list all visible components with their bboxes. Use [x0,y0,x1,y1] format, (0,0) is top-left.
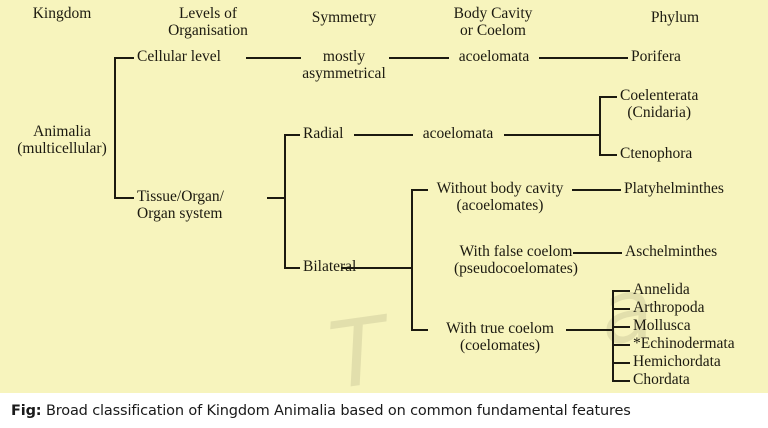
diagram-panel: T a [0,0,768,393]
node-without-body-cavity: Without body cavity (acoelomates) [436,180,564,214]
column-header-kingdom-label: Kingdom [32,5,92,22]
node-with-true-coelom-line1: With true coelom [446,320,554,337]
connector-lines [114,57,630,382]
node-phylum-arthropoda: Arthropoda [633,299,705,317]
node-cellular-level: Cellular level [137,48,221,66]
node-animalia-line2: (multicellular) [17,139,107,157]
node-acoelomata-porifera: acoelomata [458,48,530,66]
node-without-body-cavity-line2: (acoelomates) [456,196,544,214]
node-phylum-mollusca-label: Mollusca [633,317,691,334]
node-bilateral-label: Bilateral [303,258,357,275]
column-header-kingdom: Kingdom [32,5,92,23]
node-tissue-organ-line2: Organ system [137,204,223,222]
node-phylum-coelenterata: Coelenterata (Cnidaria) [620,87,699,121]
node-bilateral: Bilateral [303,258,357,276]
column-header-levels: Levels of Organisation [168,5,248,39]
node-mostly-asymmetrical-line2: asymmetrical [302,64,386,82]
node-phylum-ctenophora: Ctenophora [620,145,693,163]
node-phylum-arthropoda-label: Arthropoda [633,299,705,316]
node-animalia: Animalia (multicellular) [17,123,107,157]
node-with-false-coelom: With false coelom (pseudocoelomates) [454,243,578,277]
column-header-body-cavity-line1: Body Cavity [453,5,533,22]
node-with-false-coelom-line2: (pseudocoelomates) [454,259,578,277]
caption-bar: Fig: Broad classification of Kingdom Ani… [0,393,768,428]
node-mostly-asymmetrical-line1: mostly [322,48,366,65]
node-phylum-coelenterata-line2: (Cnidaria) [627,103,692,121]
node-phylum-annelida-label: Annelida [633,281,690,298]
node-phylum-aschelminthes-label: Aschelminthes [625,243,718,260]
column-header-phylum-label: Phylum [650,9,700,26]
node-without-body-cavity-line1: Without body cavity [436,180,564,197]
node-phylum-chordata: Chordata [633,371,690,389]
node-phylum-hemichordata: Hemichordata [633,353,721,371]
column-header-levels-line1: Levels of [178,5,238,22]
node-phylum-platyhelminthes-label: Platyhelminthes [624,180,724,197]
node-cellular-level-label: Cellular level [137,48,221,65]
figure-caption-text: Broad classification of Kingdom Animalia… [45,402,631,419]
node-phylum-annelida: Annelida [633,281,690,299]
column-header-levels-line2: Organisation [168,21,248,39]
node-phylum-echinodermata-label: *Echinodermata [633,335,735,352]
node-phylum-mollusca: Mollusca [633,317,691,335]
node-phylum-aschelminthes: Aschelminthes [625,243,718,261]
node-acoelomata-radial-label: acoelomata [422,125,494,142]
node-phylum-platyhelminthes: Platyhelminthes [624,180,724,198]
figure-caption: Fig: Broad classification of Kingdom Ani… [0,403,631,419]
node-tissue-organ-system: Tissue/Organ/ Organ system [137,188,224,222]
node-phylum-porifera: Porifera [631,48,681,66]
node-phylum-hemichordata-label: Hemichordata [633,353,721,370]
node-tissue-organ-line1: Tissue/Organ/ [137,188,224,205]
node-phylum-ctenophora-label: Ctenophora [620,145,693,162]
column-header-body-cavity-line2: or Coelom [460,21,526,39]
column-header-body-cavity: Body Cavity or Coelom [453,5,533,39]
node-acoelomata-porifera-label: acoelomata [458,48,530,65]
figure-caption-lead: Fig: [11,402,42,419]
node-phylum-coelenterata-line1: Coelenterata [620,87,699,104]
node-phylum-porifera-label: Porifera [631,48,681,65]
node-with-false-coelom-line1: With false coelom [459,243,573,260]
node-radial-label: Radial [303,125,344,142]
node-acoelomata-radial: acoelomata [422,125,494,143]
column-header-symmetry: Symmetry [311,9,377,27]
node-animalia-line1: Animalia [33,123,91,140]
node-phylum-echinodermata: *Echinodermata [633,335,735,353]
node-with-true-coelom: With true coelom (coelomates) [446,320,554,354]
node-phylum-chordata-label: Chordata [633,371,690,388]
node-with-true-coelom-line2: (coelomates) [459,336,541,354]
node-mostly-asymmetrical: mostly asymmetrical [302,48,386,82]
node-radial: Radial [303,125,344,143]
column-header-symmetry-label: Symmetry [311,9,377,26]
column-header-phylum: Phylum [650,9,700,27]
